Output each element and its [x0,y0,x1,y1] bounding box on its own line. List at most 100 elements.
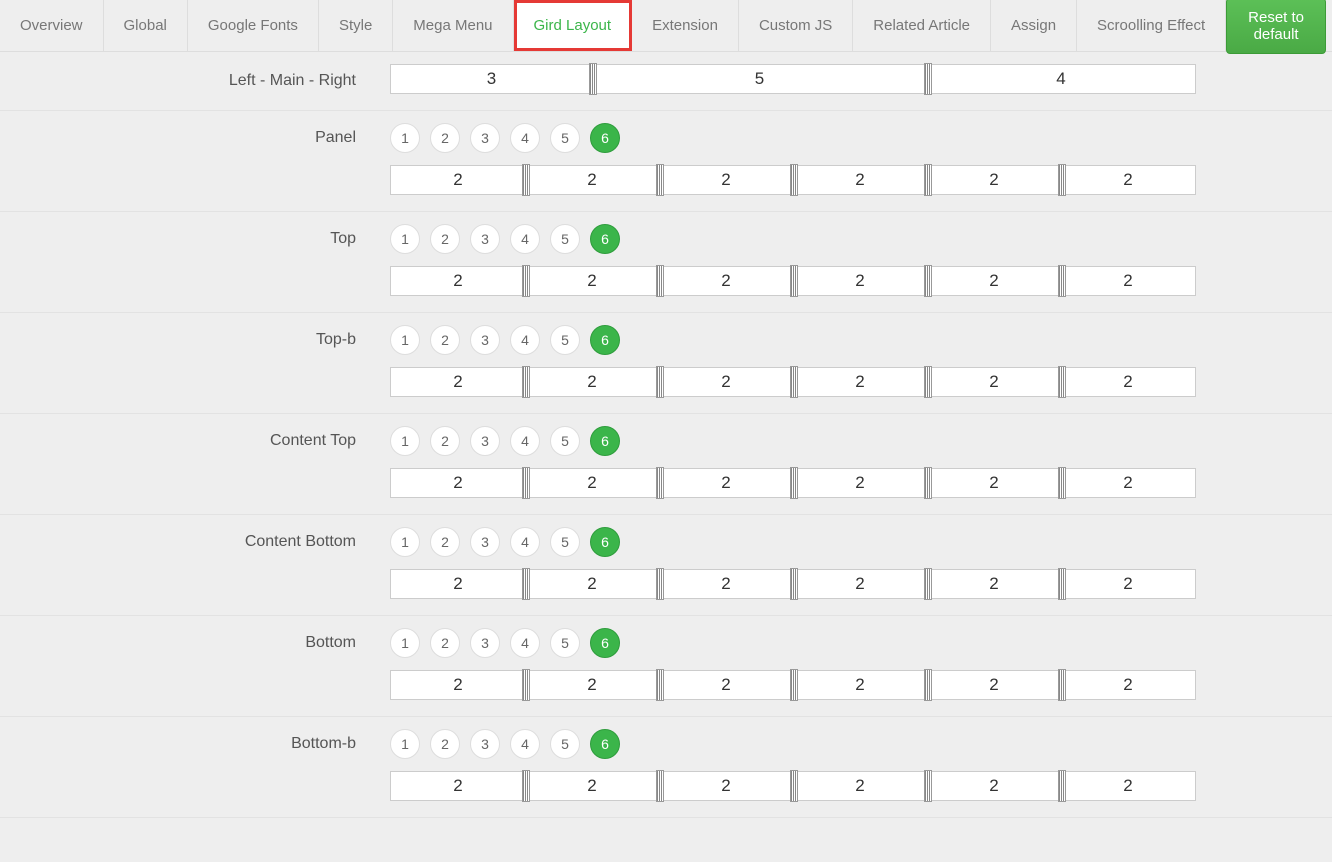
top-option-5[interactable]: 5 [550,224,580,254]
content-bottom-option-3[interactable]: 3 [470,527,500,557]
top-b-option-5[interactable]: 5 [550,325,580,355]
bottom-col-5[interactable]: 2 [1061,671,1195,699]
top-b-option-6[interactable]: 6 [590,325,620,355]
content-bottom-col-4[interactable]: 2 [927,570,1061,598]
content-top-option-4[interactable]: 4 [510,426,540,456]
bottom-b-option-2[interactable]: 2 [430,729,460,759]
content-top-option-5[interactable]: 5 [550,426,580,456]
bottom-b-gridbar[interactable]: 222222 [390,771,1196,801]
content-top-option-2[interactable]: 2 [430,426,460,456]
left-main-right-col-1[interactable]: 5 [592,65,927,93]
bottom-b-option-1[interactable]: 1 [390,729,420,759]
bottom-b-col-4[interactable]: 2 [927,772,1061,800]
bottom-option-4[interactable]: 4 [510,628,540,658]
content-bottom-option-5[interactable]: 5 [550,527,580,557]
content-bottom-option-4[interactable]: 4 [510,527,540,557]
panel-col-2[interactable]: 2 [659,166,793,194]
bottom-col-2[interactable]: 2 [659,671,793,699]
content-bottom-col-2[interactable]: 2 [659,570,793,598]
panel-col-4[interactable]: 2 [927,166,1061,194]
content-top-option-3[interactable]: 3 [470,426,500,456]
tab-overview[interactable]: Overview [0,0,104,51]
top-col-4[interactable]: 2 [927,267,1061,295]
top-col-1[interactable]: 2 [525,267,659,295]
top-b-col-4[interactable]: 2 [927,368,1061,396]
content-bottom-gridbar[interactable]: 222222 [390,569,1196,599]
bottom-b-col-1[interactable]: 2 [525,772,659,800]
bottom-b-option-6[interactable]: 6 [590,729,620,759]
tab-mega-menu[interactable]: Mega Menu [393,0,513,51]
content-bottom-option-1[interactable]: 1 [390,527,420,557]
left-main-right-col-0[interactable]: 3 [391,65,592,93]
top-col-5[interactable]: 2 [1061,267,1195,295]
content-top-gridbar[interactable]: 222222 [390,468,1196,498]
panel-col-0[interactable]: 2 [391,166,525,194]
panel-option-3[interactable]: 3 [470,123,500,153]
bottom-b-col-3[interactable]: 2 [793,772,927,800]
bottom-b-option-5[interactable]: 5 [550,729,580,759]
reset-to-default-button[interactable]: Reset to default [1226,0,1326,54]
top-b-col-2[interactable]: 2 [659,368,793,396]
content-bottom-col-5[interactable]: 2 [1061,570,1195,598]
panel-option-2[interactable]: 2 [430,123,460,153]
top-col-3[interactable]: 2 [793,267,927,295]
bottom-col-3[interactable]: 2 [793,671,927,699]
content-bottom-option-6[interactable]: 6 [590,527,620,557]
bottom-b-col-5[interactable]: 2 [1061,772,1195,800]
bottom-gridbar[interactable]: 222222 [390,670,1196,700]
top-option-2[interactable]: 2 [430,224,460,254]
content-bottom-col-3[interactable]: 2 [793,570,927,598]
tab-global[interactable]: Global [104,0,188,51]
tab-extension[interactable]: Extension [632,0,739,51]
top-option-1[interactable]: 1 [390,224,420,254]
top-option-4[interactable]: 4 [510,224,540,254]
top-b-option-2[interactable]: 2 [430,325,460,355]
bottom-option-2[interactable]: 2 [430,628,460,658]
content-top-col-0[interactable]: 2 [391,469,525,497]
bottom-b-option-4[interactable]: 4 [510,729,540,759]
content-bottom-col-0[interactable]: 2 [391,570,525,598]
content-top-option-1[interactable]: 1 [390,426,420,456]
panel-option-1[interactable]: 1 [390,123,420,153]
top-b-col-3[interactable]: 2 [793,368,927,396]
content-top-col-3[interactable]: 2 [793,469,927,497]
content-top-col-5[interactable]: 2 [1061,469,1195,497]
panel-option-4[interactable]: 4 [510,123,540,153]
tab-related-article[interactable]: Related Article [853,0,991,51]
top-col-0[interactable]: 2 [391,267,525,295]
content-top-col-1[interactable]: 2 [525,469,659,497]
panel-option-6[interactable]: 6 [590,123,620,153]
top-b-option-4[interactable]: 4 [510,325,540,355]
tab-google-fonts[interactable]: Google Fonts [188,0,319,51]
bottom-col-4[interactable]: 2 [927,671,1061,699]
top-b-gridbar[interactable]: 222222 [390,367,1196,397]
bottom-option-1[interactable]: 1 [390,628,420,658]
bottom-option-5[interactable]: 5 [550,628,580,658]
bottom-option-3[interactable]: 3 [470,628,500,658]
left-main-right-col-2[interactable]: 4 [927,65,1195,93]
top-gridbar[interactable]: 222222 [390,266,1196,296]
top-b-col-1[interactable]: 2 [525,368,659,396]
content-top-col-2[interactable]: 2 [659,469,793,497]
panel-col-1[interactable]: 2 [525,166,659,194]
top-b-option-1[interactable]: 1 [390,325,420,355]
panel-option-5[interactable]: 5 [550,123,580,153]
bottom-col-1[interactable]: 2 [525,671,659,699]
top-b-col-5[interactable]: 2 [1061,368,1195,396]
content-top-col-4[interactable]: 2 [927,469,1061,497]
content-top-option-6[interactable]: 6 [590,426,620,456]
top-b-option-3[interactable]: 3 [470,325,500,355]
panel-col-5[interactable]: 2 [1061,166,1195,194]
tab-gird-layout[interactable]: Gird Layout [514,0,633,51]
top-col-2[interactable]: 2 [659,267,793,295]
tab-scroolling-effect[interactable]: Scroolling Effect [1077,0,1226,51]
panel-col-3[interactable]: 2 [793,166,927,194]
bottom-b-col-2[interactable]: 2 [659,772,793,800]
tab-style[interactable]: Style [319,0,393,51]
bottom-option-6[interactable]: 6 [590,628,620,658]
bottom-b-col-0[interactable]: 2 [391,772,525,800]
content-bottom-option-2[interactable]: 2 [430,527,460,557]
top-option-3[interactable]: 3 [470,224,500,254]
tab-custom-js[interactable]: Custom JS [739,0,853,51]
bottom-col-0[interactable]: 2 [391,671,525,699]
